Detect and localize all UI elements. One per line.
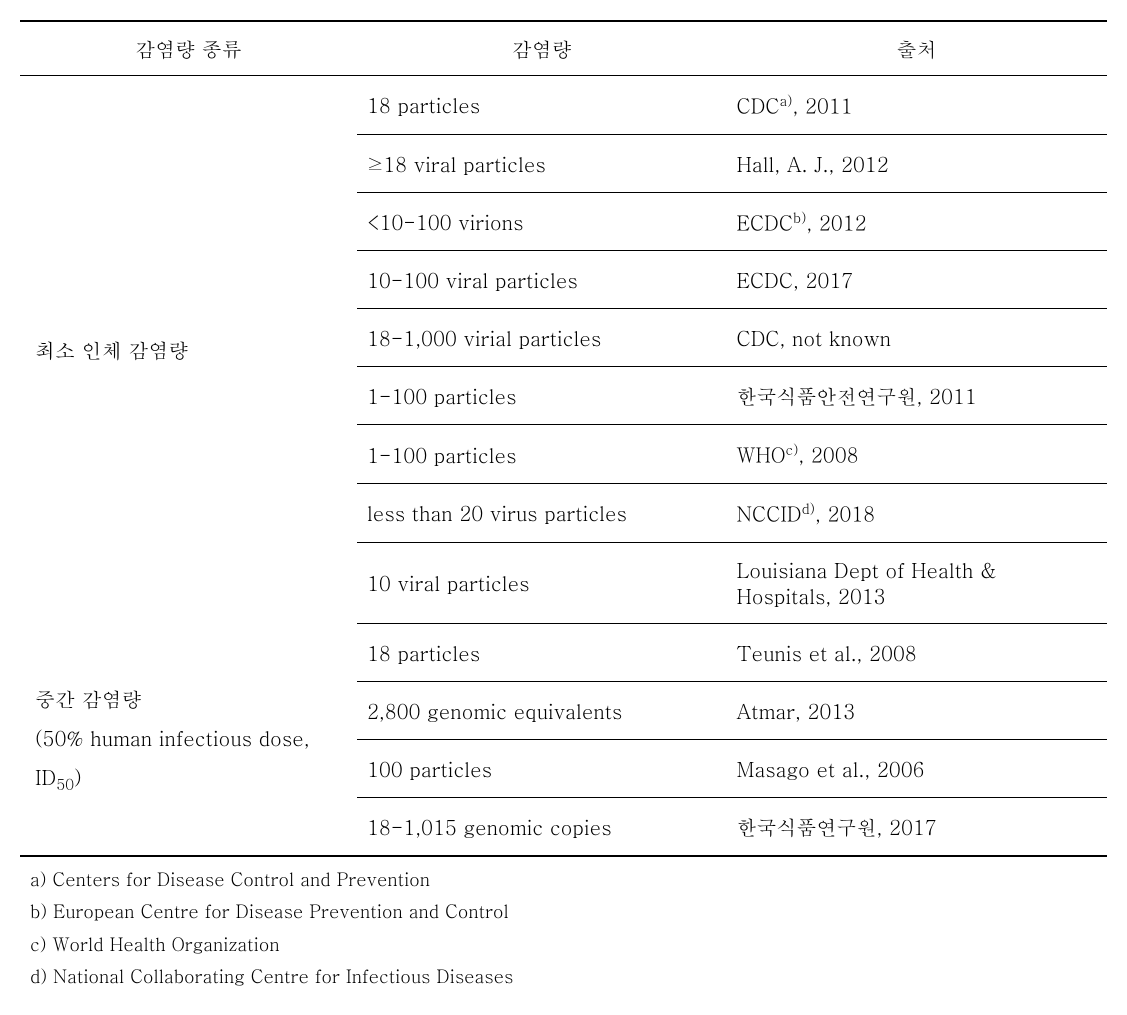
source-text: CDC [737, 91, 780, 120]
source-cell: WHOc), 2008 [727, 425, 1107, 484]
category-min-dose: 최소 인체 감염량 [20, 76, 357, 624]
dose-cell: 18-1,000 virial particles [357, 309, 727, 367]
header-source: 출처 [727, 21, 1107, 76]
table-header-row: 감염량 종류 감염량 출처 [20, 21, 1107, 76]
dose-cell: 18-1,015 genomic copies [357, 797, 727, 856]
source-sup: c) [786, 439, 799, 459]
source-suffix: , 2008 [798, 440, 858, 469]
source-cell: 한국식품안전연구원, 2011 [727, 367, 1107, 425]
header-type: 감염량 종류 [20, 21, 357, 76]
source-text: NCCID [737, 499, 802, 528]
source-sup: d) [802, 498, 815, 518]
footnotes: a) Centers for Disease Control and Preve… [20, 865, 1107, 993]
source-text: 한국식품안전연구원, 2011 [737, 381, 977, 410]
dose-cell: less than 20 virus particles [357, 483, 727, 542]
source-text: WHO [737, 440, 786, 469]
footnote-d: d) National Collaborating Centre for Inf… [30, 962, 1107, 993]
source-cell: Teunis et al., 2008 [727, 623, 1107, 681]
table-row: 중간 감염량 (50% human infectious dose, ID50)… [20, 623, 1107, 681]
infectious-dose-table-container: 감염량 종류 감염량 출처 최소 인체 감염량 18 particles CDC… [20, 20, 1107, 993]
source-cell: ECDCb), 2012 [727, 192, 1107, 251]
source-cell: Louisiana Dept of Health & Hospitals, 20… [727, 542, 1107, 623]
dose-cell: 1-100 particles [357, 367, 727, 425]
category-id50: 중간 감염량 (50% human infectious dose, ID50) [20, 623, 357, 856]
source-cell: 한국식품연구원, 2017 [727, 797, 1107, 856]
dose-cell: 10 viral particles [357, 542, 727, 623]
dose-cell: ≥18 viral particles [357, 134, 727, 192]
category-line: ID [35, 762, 56, 791]
source-cell: CDC, not known [727, 309, 1107, 367]
category-sub: 50 [56, 774, 74, 795]
dose-cell: 100 particles [357, 739, 727, 797]
dose-cell: 18 particles [357, 76, 727, 135]
dose-cell: 2,800 genomic equivalents [357, 681, 727, 739]
category-line: 중간 감염량 [35, 684, 142, 713]
source-cell: Atmar, 2013 [727, 681, 1107, 739]
source-text: ECDC, 2017 [737, 265, 854, 294]
dose-cell: <10-100 virions [357, 192, 727, 251]
footnote-a: a) Centers for Disease Control and Preve… [30, 865, 1107, 896]
source-suffix: , 2011 [792, 91, 852, 120]
source-suffix: , 2012 [806, 207, 866, 236]
source-cell: ECDC, 2017 [727, 251, 1107, 309]
dose-cell: 10-100 viral particles [357, 251, 727, 309]
footnote-b: b) European Centre for Disease Preventio… [30, 897, 1107, 928]
source-text: CDC, not known [737, 323, 892, 352]
source-cell: NCCIDd), 2018 [727, 483, 1107, 542]
infectious-dose-table: 감염량 종류 감염량 출처 최소 인체 감염량 18 particles CDC… [20, 20, 1107, 857]
source-cell: Masago et al., 2006 [727, 739, 1107, 797]
source-sup: a) [780, 90, 793, 110]
source-sup: b) [793, 207, 806, 227]
dose-cell: 18 particles [357, 623, 727, 681]
source-suffix: , 2018 [815, 499, 875, 528]
footnote-c: c) World Health Organization [30, 930, 1107, 961]
category-line: ) [74, 762, 82, 791]
dose-cell: 1-100 particles [357, 425, 727, 484]
category-line: (50% human infectious dose, [35, 723, 310, 752]
header-dose: 감염량 [357, 21, 727, 76]
source-text: Louisiana Dept of Health & Hospitals, 20… [737, 555, 997, 610]
source-cell: CDCa), 2011 [727, 76, 1107, 135]
source-cell: Hall, A. J., 2012 [727, 134, 1107, 192]
source-text: Hall, A. J., 2012 [737, 149, 889, 178]
table-row: 최소 인체 감염량 18 particles CDCa), 2011 [20, 76, 1107, 135]
source-text: ECDC [737, 207, 793, 236]
